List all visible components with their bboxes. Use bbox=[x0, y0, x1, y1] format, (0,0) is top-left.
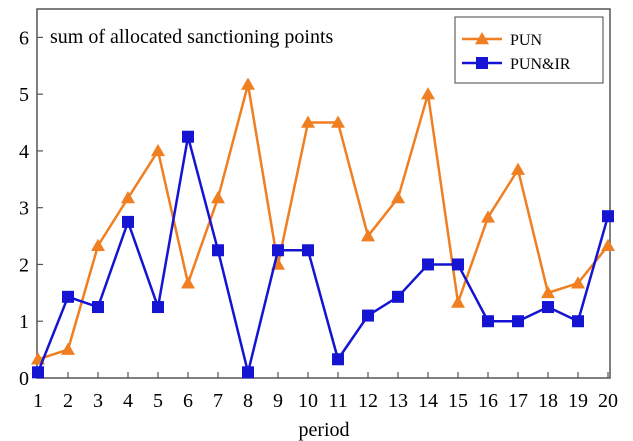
x-tick-label: 1 bbox=[33, 390, 43, 412]
x-tick-label: 16 bbox=[478, 390, 498, 412]
data-point bbox=[421, 87, 435, 100]
data-point bbox=[211, 191, 225, 204]
data-point bbox=[391, 191, 405, 204]
x-tick-label: 13 bbox=[388, 390, 408, 412]
data-point bbox=[392, 290, 404, 303]
legend: PUN PUN&IR bbox=[454, 16, 604, 84]
data-point bbox=[572, 315, 584, 328]
data-point bbox=[542, 301, 554, 314]
x-axis: 1 2 3 4 5 6 7 8 9 10 11 12 13 14 15 16 17 18 19 20 bbox=[33, 372, 618, 412]
y-tick-label: 5 bbox=[19, 84, 29, 106]
legend-item: PUN&IR bbox=[462, 56, 571, 73]
data-point bbox=[452, 258, 464, 271]
data-point bbox=[512, 315, 524, 328]
y-tick-label: 2 bbox=[19, 254, 29, 276]
x-tick-label: 19 bbox=[568, 390, 588, 412]
data-point bbox=[602, 210, 614, 223]
data-point bbox=[91, 238, 105, 251]
data-point bbox=[362, 309, 374, 322]
legend-marker bbox=[476, 57, 488, 69]
data-point bbox=[332, 353, 344, 366]
x-tick-label: 3 bbox=[93, 390, 103, 412]
x-tick-label: 18 bbox=[538, 390, 558, 412]
y-tick-label: 0 bbox=[19, 368, 29, 390]
data-point bbox=[511, 162, 525, 175]
legend-label: PUN&IR bbox=[510, 56, 571, 73]
x-tick-label: 2 bbox=[63, 390, 73, 412]
series-line bbox=[37, 84, 609, 361]
data-point bbox=[571, 276, 585, 289]
x-tick-label: 15 bbox=[448, 390, 468, 412]
x-tick-label: 9 bbox=[273, 390, 283, 412]
y-tick-label: 3 bbox=[19, 198, 29, 220]
data-point bbox=[541, 285, 555, 299]
data-point bbox=[302, 244, 314, 257]
x-tick-label: 20 bbox=[598, 390, 618, 412]
x-tick-label: 6 bbox=[183, 390, 193, 412]
data-point bbox=[121, 191, 135, 204]
data-point bbox=[212, 244, 224, 257]
data-point bbox=[601, 238, 615, 251]
data-point bbox=[331, 115, 345, 128]
y-tick-label: 1 bbox=[19, 311, 29, 333]
data-point bbox=[301, 115, 315, 128]
series-1 bbox=[32, 130, 614, 379]
chart-title: sum of allocated sanctioning points bbox=[50, 26, 333, 48]
x-tick-label: 10 bbox=[298, 390, 318, 412]
x-tick-label: 4 bbox=[123, 390, 133, 412]
data-point bbox=[241, 77, 255, 90]
x-tick-label: 17 bbox=[508, 390, 528, 412]
data-point bbox=[92, 301, 104, 314]
data-point bbox=[242, 366, 254, 379]
x-tick-label: 5 bbox=[153, 390, 163, 412]
series-layer bbox=[31, 77, 615, 379]
x-tick-label: 14 bbox=[418, 390, 438, 412]
legend-label: PUN bbox=[510, 32, 542, 49]
data-point bbox=[272, 244, 284, 257]
x-tick-label: 7 bbox=[213, 390, 223, 412]
legend-item: PUN bbox=[462, 32, 542, 49]
data-point bbox=[181, 276, 195, 289]
x-tick-label: 11 bbox=[328, 390, 347, 412]
data-point bbox=[32, 366, 44, 379]
data-point bbox=[152, 301, 164, 314]
data-point bbox=[62, 290, 74, 303]
y-tick-label: 4 bbox=[19, 141, 29, 163]
data-point bbox=[481, 210, 495, 223]
data-point bbox=[122, 215, 134, 228]
legend-box bbox=[454, 16, 604, 84]
x-tick-label: 12 bbox=[358, 390, 378, 412]
data-point bbox=[361, 229, 375, 242]
legend-marker bbox=[475, 32, 489, 45]
data-point bbox=[482, 315, 494, 328]
data-point bbox=[61, 342, 75, 355]
data-point bbox=[151, 143, 165, 157]
data-point bbox=[451, 295, 465, 308]
y-tick-label: 6 bbox=[19, 27, 29, 49]
series-0 bbox=[31, 77, 615, 365]
data-point bbox=[182, 130, 194, 143]
x-tick-label: 8 bbox=[243, 390, 253, 412]
x-axis-label: period bbox=[298, 419, 349, 441]
data-point bbox=[422, 258, 434, 271]
